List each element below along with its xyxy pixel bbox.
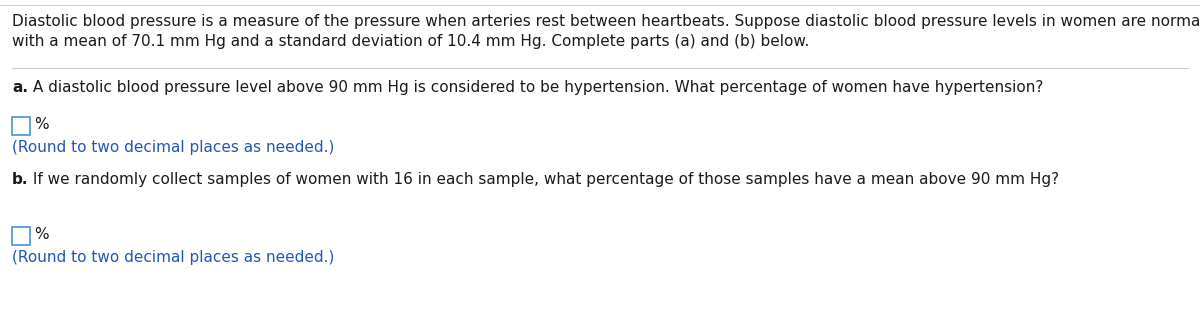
Text: with a mean of 70.1 mm Hg and a standard deviation of 10.4 mm Hg. Complete parts: with a mean of 70.1 mm Hg and a standard… [12, 34, 809, 49]
Text: (Round to two decimal places as needed.): (Round to two decimal places as needed.) [12, 250, 335, 265]
Text: %: % [34, 117, 49, 132]
Text: If we randomly collect samples of women with 16 in each sample, what percentage : If we randomly collect samples of women … [28, 172, 1060, 187]
Bar [12, 227, 30, 245]
Text: Diastolic blood pressure is a measure of the pressure when arteries rest between: Diastolic blood pressure is a measure of… [12, 14, 1200, 29]
Bar [12, 117, 30, 135]
Text: %: % [34, 227, 49, 242]
Text: b.: b. [12, 172, 29, 187]
Text: (Round to two decimal places as needed.): (Round to two decimal places as needed.) [12, 140, 335, 155]
Text: a.: a. [12, 80, 28, 95]
Text: A diastolic blood pressure level above 90 mm Hg is considered to be hypertension: A diastolic blood pressure level above 9… [28, 80, 1043, 95]
